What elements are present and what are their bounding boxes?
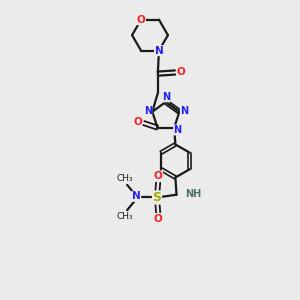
Text: N: N [162, 92, 170, 102]
Text: N: N [154, 46, 163, 56]
Text: O: O [137, 15, 146, 25]
Text: S: S [152, 191, 161, 204]
Text: O: O [154, 214, 163, 224]
Text: O: O [154, 171, 163, 181]
Text: CH₃: CH₃ [117, 212, 134, 221]
Text: O: O [133, 117, 142, 127]
Text: NH: NH [185, 189, 202, 199]
Text: N: N [132, 191, 141, 201]
Text: CH₃: CH₃ [117, 174, 134, 183]
Text: N: N [180, 106, 188, 116]
Text: O: O [177, 68, 186, 77]
Text: N: N [174, 125, 182, 135]
Text: N: N [144, 106, 152, 116]
